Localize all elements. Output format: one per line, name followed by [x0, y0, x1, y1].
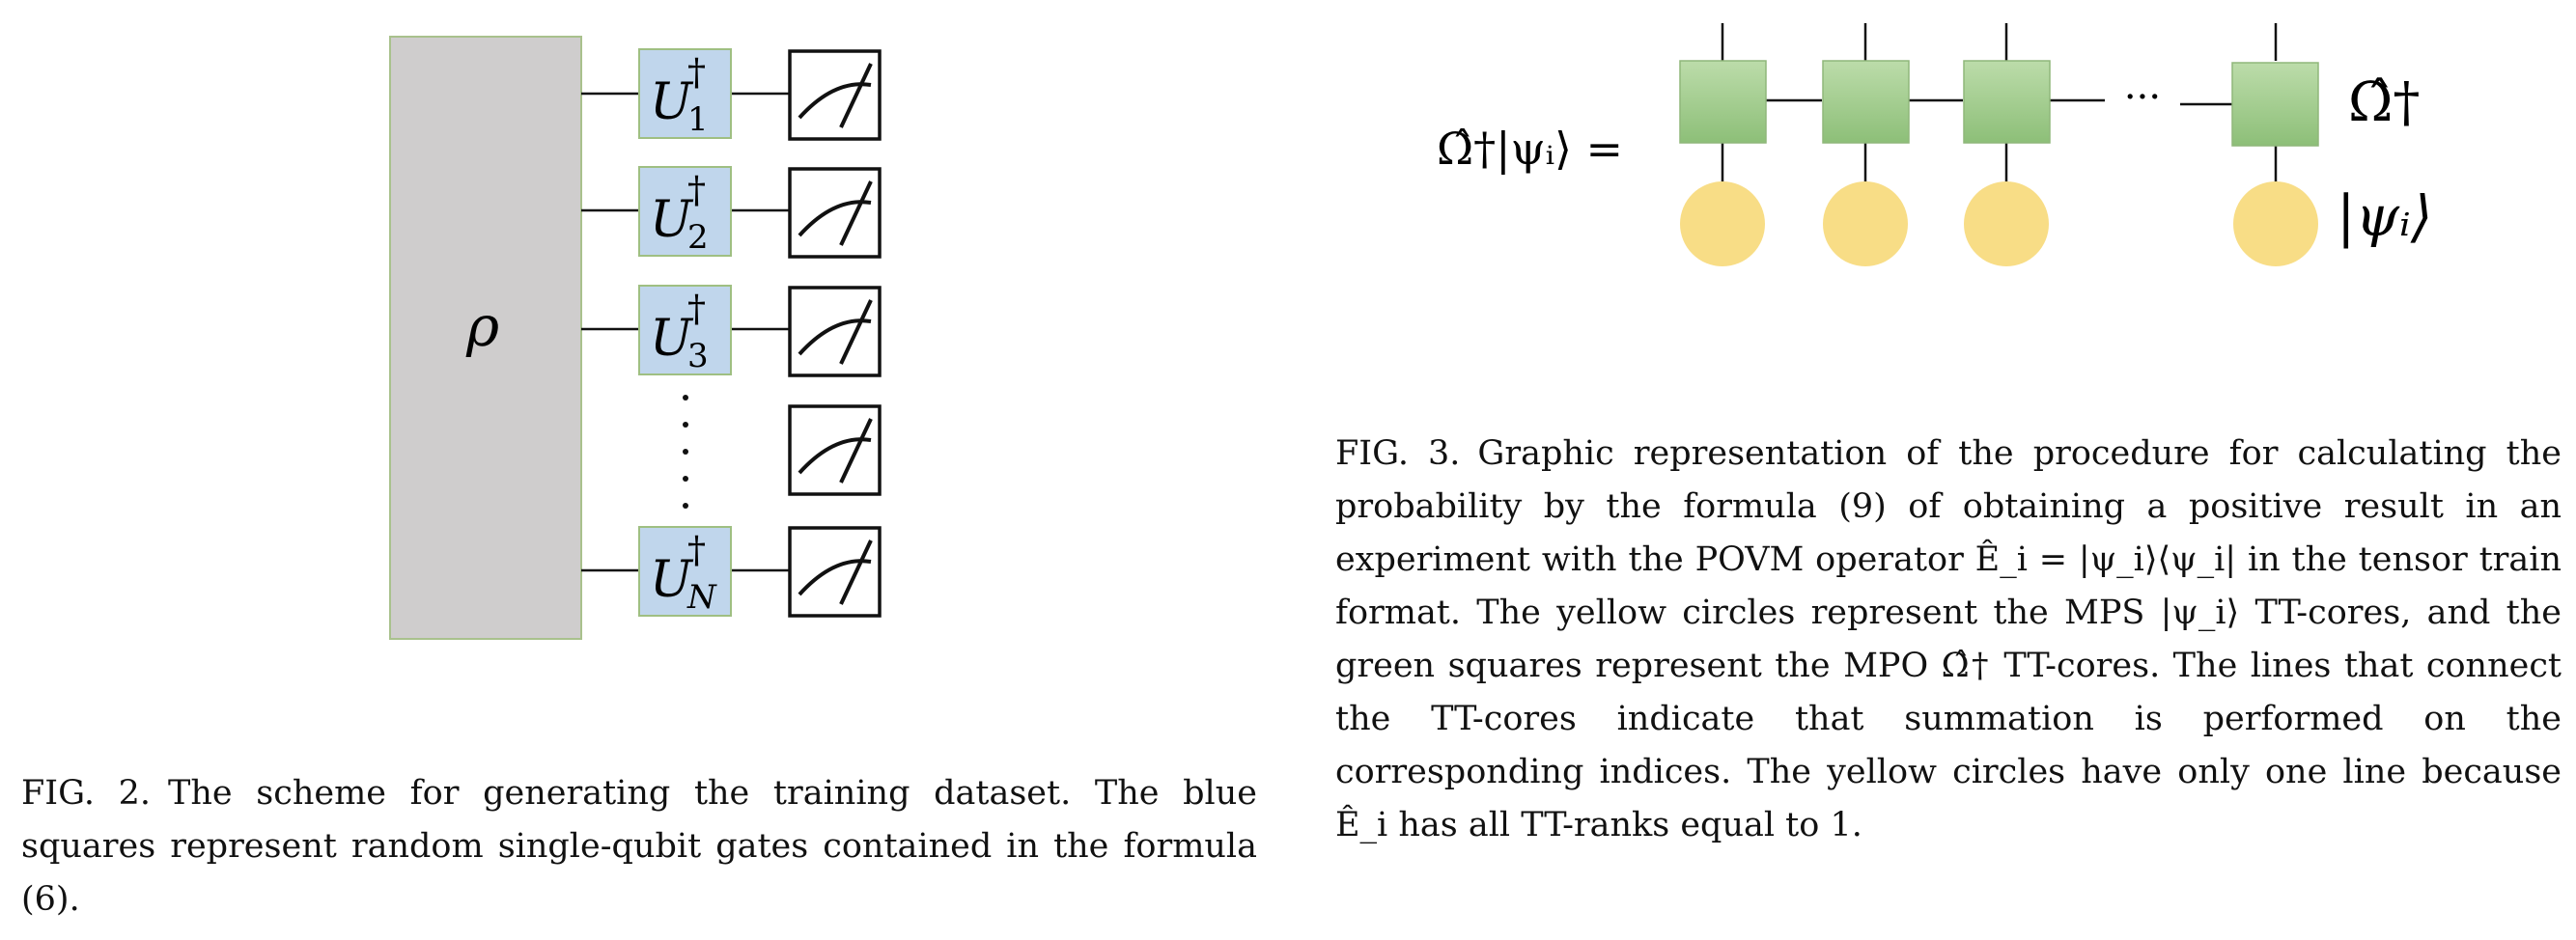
fig3-caption: FIG. 3. Graphic representation of the pro…: [1335, 428, 2562, 852]
svg-text:3: 3: [687, 337, 709, 375]
svg-text:†: †: [687, 169, 706, 211]
equation-lhs: Ω̂†|ψᵢ⟩ =: [1437, 123, 1623, 175]
mps-core: [2233, 181, 2318, 266]
meter-icon: [788, 49, 882, 141]
mps-core: [1964, 181, 2049, 266]
svg-text:N: N: [686, 578, 717, 617]
fig2-caption: FIG. 2. The scheme for generating the tra…: [21, 767, 1257, 926]
fig3-tensor-network: Ω̂†|ψᵢ⟩ = ··· Ω̂† |ψ: [1437, 23, 2432, 266]
rho-label: ρ: [465, 293, 499, 359]
svg-text:†: †: [687, 288, 706, 330]
vertical-ellipsis: [683, 395, 688, 509]
svg-text:1: 1: [687, 100, 709, 139]
fig2-caption-text: The scheme for generating the training d…: [21, 774, 1257, 919]
mps-label: |ψᵢ⟩: [2337, 183, 2432, 249]
meter-icon: [788, 526, 882, 618]
mps-core: [1823, 181, 1908, 266]
fig2-circuit: ρ U † 1 U † 2 U † 3: [389, 36, 882, 640]
mpo-core: [1963, 60, 2051, 144]
fig3-caption-label: FIG. 3.: [1335, 434, 1461, 473]
meter-icon: [788, 286, 882, 377]
mpo-core: [1822, 60, 1910, 144]
gate-u3: U † 3: [638, 285, 732, 375]
fig3-caption-text: Graphic representation of the procedure …: [1335, 434, 2562, 844]
svg-text:†: †: [687, 529, 706, 571]
svg-text:U: U: [650, 551, 694, 609]
svg-text:U: U: [650, 73, 694, 131]
svg-text:2: 2: [687, 218, 709, 257]
mpo-label: Ω̂†: [2348, 71, 2420, 134]
mpo-core: [1679, 60, 1767, 144]
gate-u1: U † 1: [638, 48, 732, 139]
fig2-caption-label: FIG. 2.: [21, 774, 152, 813]
svg-text:†: †: [687, 51, 706, 94]
svg-text:U: U: [650, 310, 694, 368]
horizontal-ellipsis: ···: [2124, 75, 2161, 120]
mps-core: [1680, 181, 1765, 266]
meter-icon: [788, 167, 882, 259]
mpo-core: [2231, 62, 2319, 147]
gate-u2: U † 2: [638, 166, 732, 257]
wires: [581, 92, 790, 572]
rho-state-block: [389, 36, 582, 640]
svg-text:U: U: [650, 191, 694, 249]
meter-icon: [788, 404, 882, 496]
gate-un: U † N: [638, 526, 732, 617]
